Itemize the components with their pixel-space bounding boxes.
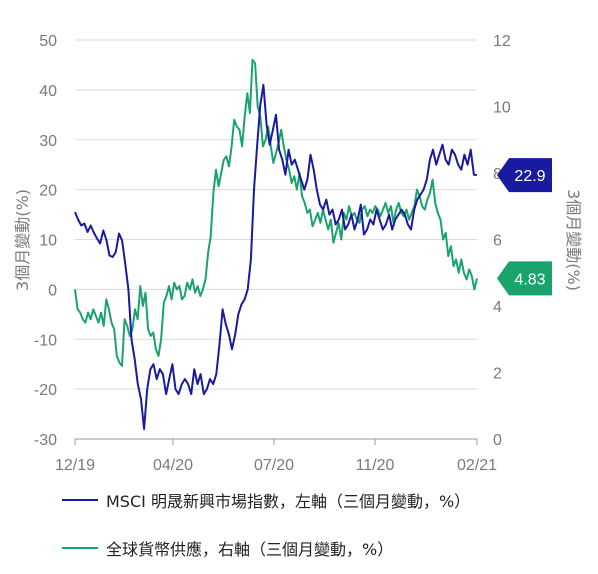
series-layer <box>74 58 478 430</box>
legend-swatch-money-supply <box>62 547 98 549</box>
right-tick-label: 6 <box>493 233 502 250</box>
end-value-badge <box>497 261 552 296</box>
x-tick-label: 04/20 <box>153 457 193 474</box>
end-value-badges: 4.83 22.9 <box>497 158 552 296</box>
legend-swatch-msci <box>62 499 98 501</box>
end-value-label: 22.9 <box>514 168 545 185</box>
x-tick-label: 12/19 <box>55 457 95 474</box>
legend-item-money-supply: 全球貨幣供應，右軸（三個月變動，%） <box>62 536 393 560</box>
series-line <box>74 58 478 367</box>
right-tick-label: 4 <box>493 299 502 316</box>
gridlines <box>74 39 478 445</box>
x-tick-label: 02/21 <box>457 457 497 474</box>
left-tick-label: 20 <box>39 183 57 200</box>
left-tick-label: -10 <box>34 332 57 349</box>
series-line <box>74 83 478 430</box>
right-tick-label: 0 <box>493 432 502 449</box>
x-tick-label: 07/20 <box>254 457 294 474</box>
right-tick-label: 10 <box>493 100 511 117</box>
left-tick-label: 40 <box>39 83 57 100</box>
left-axis-title: 3個月變動(%) <box>13 189 32 291</box>
left-tick-label: -20 <box>34 382 57 399</box>
left-tick-label: 50 <box>39 33 57 50</box>
right-tick-label: 2 <box>493 366 502 383</box>
x-tick-label: 11/20 <box>356 457 395 474</box>
left-axis-ticks: 50 40 30 20 10 0 -10 -20 -30 <box>34 33 57 449</box>
legend-item-msci: MSCI 明晟新興市場指數，左軸（三個月變動，%） <box>62 488 470 512</box>
end-value-label: 4.83 <box>514 271 545 288</box>
end-value-badge <box>497 158 552 193</box>
left-tick-label: 10 <box>39 233 57 250</box>
left-tick-label: 30 <box>39 133 57 150</box>
legend-label-msci: MSCI 明晟新興市場指數，左軸（三個月變動，%） <box>106 492 471 511</box>
x-axis-ticks: 12/19 04/20 07/20 11/20 02/21 <box>55 457 497 474</box>
left-tick-label: -30 <box>34 432 57 449</box>
right-axis-title: 3個月變動(%) <box>564 189 583 291</box>
right-tick-label: 12 <box>493 33 511 50</box>
legend-label-money-supply: 全球貨幣供應，右軸（三個月變動，%） <box>106 540 394 559</box>
left-tick-label: 0 <box>48 282 57 299</box>
